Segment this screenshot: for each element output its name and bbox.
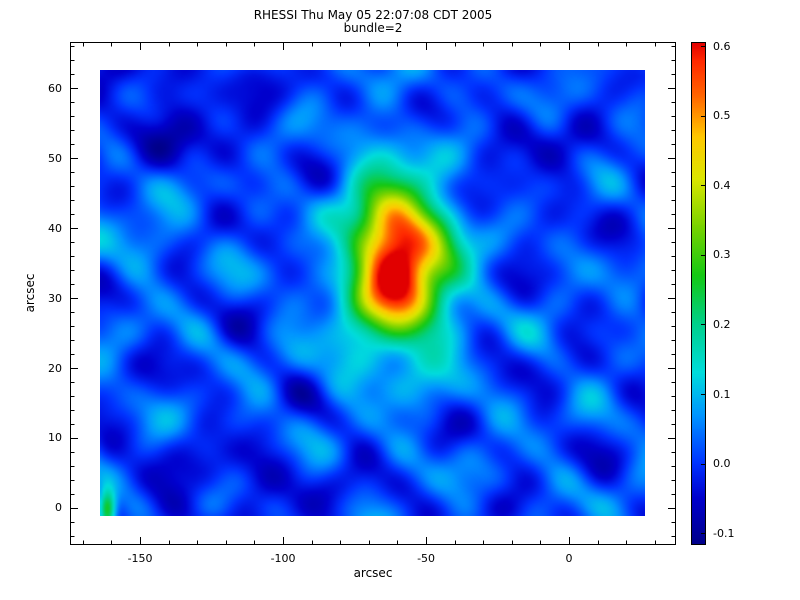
plot-title: RHESSI Thu May 05 22:07:08 CDT 2005 bbox=[253, 8, 493, 22]
colorbar-tick-label: 0.3 bbox=[713, 248, 731, 262]
heatmap-image bbox=[100, 70, 645, 516]
y-tick-label: 60 bbox=[48, 81, 62, 95]
colorbar-tick-label: 0.0 bbox=[713, 457, 731, 471]
x-axis-label: arcsec bbox=[353, 566, 393, 580]
plot-subtitle: bundle=2 bbox=[343, 21, 403, 35]
y-tick-label: 50 bbox=[48, 151, 62, 165]
y-tick-label: 0 bbox=[55, 501, 62, 515]
colorbar-tick-label: 0.5 bbox=[713, 109, 731, 123]
y-tick-label: 10 bbox=[48, 431, 62, 445]
y-tick-label: 20 bbox=[48, 361, 62, 375]
y-tick-label: 40 bbox=[48, 221, 62, 235]
colorbar-tick-label: 0.4 bbox=[713, 178, 731, 192]
colorbar-tick-label: 0.6 bbox=[713, 39, 731, 53]
x-tick-label: 0 bbox=[565, 552, 573, 565]
x-tick-label: -150 bbox=[127, 552, 153, 565]
colorbar-tick-label: 0.2 bbox=[713, 317, 731, 331]
x-tick-label: -100 bbox=[270, 552, 296, 565]
y-tick-label: 30 bbox=[48, 291, 62, 305]
colorbar-tick-label: -0.1 bbox=[713, 526, 735, 540]
x-tick-label: -50 bbox=[417, 552, 436, 565]
colorbar-tick-label: 0.1 bbox=[713, 387, 731, 401]
colorbar-gradient bbox=[691, 42, 706, 545]
